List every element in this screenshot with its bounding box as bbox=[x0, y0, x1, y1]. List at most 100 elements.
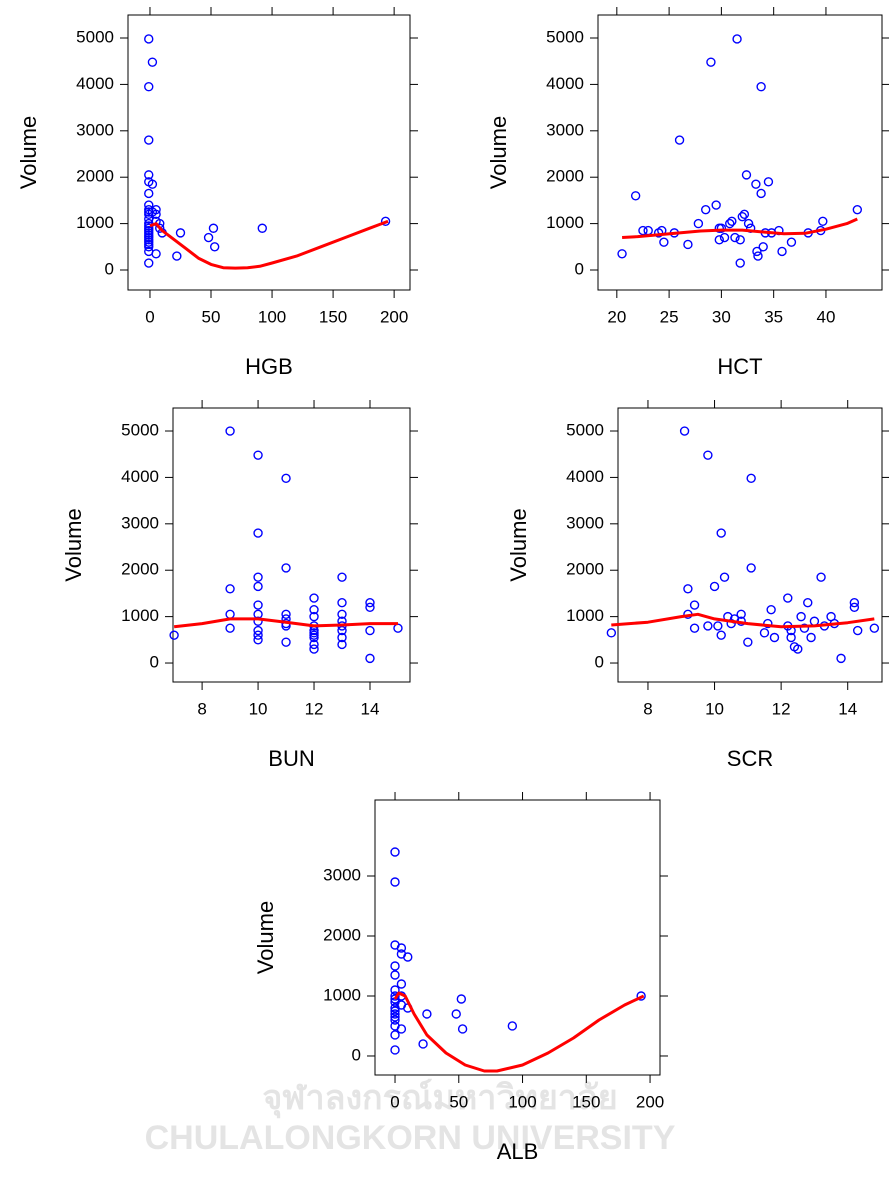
x-tick-label: 12 bbox=[305, 699, 324, 718]
point bbox=[793, 644, 803, 654]
point bbox=[777, 246, 787, 257]
point bbox=[380, 216, 391, 226]
point bbox=[390, 1045, 400, 1055]
x-tick-label: 50 bbox=[202, 307, 221, 326]
point bbox=[175, 228, 186, 238]
smooth-line bbox=[173, 617, 398, 629]
point bbox=[659, 237, 669, 247]
point bbox=[422, 1009, 432, 1019]
y-tick-label: 5000 bbox=[121, 420, 159, 439]
x-tick-label: 100 bbox=[508, 1092, 536, 1111]
point bbox=[751, 179, 761, 189]
x-tick-label: 0 bbox=[390, 1092, 399, 1111]
smooth-line bbox=[622, 217, 858, 239]
point bbox=[253, 572, 263, 582]
point bbox=[457, 1024, 468, 1034]
point bbox=[752, 246, 762, 257]
point bbox=[869, 623, 880, 633]
x-tick-label: 14 bbox=[838, 699, 857, 718]
watermark-thai: จุฬาลงกรณ์มหาวิทยาลัย bbox=[262, 1078, 617, 1119]
point bbox=[507, 1021, 518, 1031]
point bbox=[643, 225, 653, 236]
x-tick-label: 8 bbox=[643, 699, 652, 718]
y-tick-label: 2000 bbox=[76, 167, 114, 186]
point bbox=[396, 943, 407, 953]
point bbox=[713, 621, 723, 631]
point bbox=[636, 991, 646, 1001]
y-axis-label: Volume bbox=[16, 116, 41, 189]
point bbox=[281, 637, 291, 647]
point bbox=[766, 604, 776, 615]
point bbox=[852, 625, 863, 636]
y-tick-label: 3000 bbox=[546, 120, 584, 139]
point bbox=[786, 632, 796, 643]
point bbox=[818, 216, 828, 226]
point bbox=[393, 623, 403, 633]
y-tick-label: 1000 bbox=[121, 606, 159, 625]
point bbox=[456, 994, 467, 1004]
x-tick-label: 200 bbox=[636, 1092, 664, 1111]
y-tick-label: 2000 bbox=[566, 560, 604, 579]
point bbox=[309, 639, 319, 650]
plot-frame bbox=[597, 14, 883, 291]
y-tick-label: 5000 bbox=[566, 420, 604, 439]
smooth-line bbox=[393, 991, 645, 1073]
point bbox=[144, 82, 154, 92]
x-tick-label: 10 bbox=[705, 699, 724, 718]
point bbox=[309, 593, 319, 603]
y-axis-label: Volume bbox=[253, 901, 278, 974]
point bbox=[737, 211, 748, 222]
point bbox=[144, 258, 154, 268]
point bbox=[743, 637, 753, 647]
point bbox=[225, 584, 235, 594]
x-tick-label: 14 bbox=[361, 699, 380, 718]
y-tick-label: 3000 bbox=[566, 513, 604, 532]
y-tick-label: 1000 bbox=[566, 606, 604, 625]
y-tick-label: 2000 bbox=[121, 560, 159, 579]
point bbox=[365, 602, 375, 613]
point bbox=[852, 204, 863, 215]
y-tick-label: 0 bbox=[105, 259, 114, 278]
point bbox=[253, 581, 263, 592]
y-tick-label: 2000 bbox=[546, 167, 584, 186]
point bbox=[716, 223, 727, 233]
point bbox=[725, 218, 735, 229]
point bbox=[730, 232, 740, 243]
point bbox=[309, 644, 319, 654]
x-tick-label: 35 bbox=[764, 307, 783, 326]
point bbox=[683, 584, 693, 594]
point bbox=[799, 623, 810, 633]
point bbox=[151, 209, 161, 220]
plot-frame bbox=[617, 407, 883, 683]
point bbox=[719, 572, 730, 582]
x-tick-label: 20 bbox=[607, 307, 626, 326]
point bbox=[396, 1024, 407, 1034]
point bbox=[257, 223, 267, 233]
point bbox=[365, 625, 375, 636]
point bbox=[365, 653, 375, 664]
y-tick-label: 1000 bbox=[76, 213, 114, 232]
point bbox=[679, 426, 690, 436]
smooth-line bbox=[611, 612, 875, 629]
point bbox=[753, 251, 763, 261]
x-tick-label: 12 bbox=[772, 699, 791, 718]
point bbox=[155, 223, 165, 233]
point bbox=[803, 598, 813, 608]
plot-frame bbox=[374, 799, 661, 1076]
point bbox=[638, 225, 648, 236]
point bbox=[849, 598, 860, 608]
y-tick-label: 0 bbox=[595, 653, 604, 672]
point bbox=[144, 34, 154, 44]
point bbox=[309, 632, 319, 643]
y-tick-label: 1000 bbox=[323, 985, 361, 1004]
point bbox=[703, 450, 713, 460]
point bbox=[763, 618, 773, 629]
point bbox=[816, 572, 826, 582]
x-tick-label: 200 bbox=[380, 307, 408, 326]
point bbox=[390, 985, 400, 995]
point bbox=[253, 600, 263, 610]
point bbox=[337, 609, 347, 620]
point bbox=[606, 628, 617, 638]
point bbox=[390, 1009, 400, 1019]
y-axis-label: Volume bbox=[61, 508, 86, 581]
